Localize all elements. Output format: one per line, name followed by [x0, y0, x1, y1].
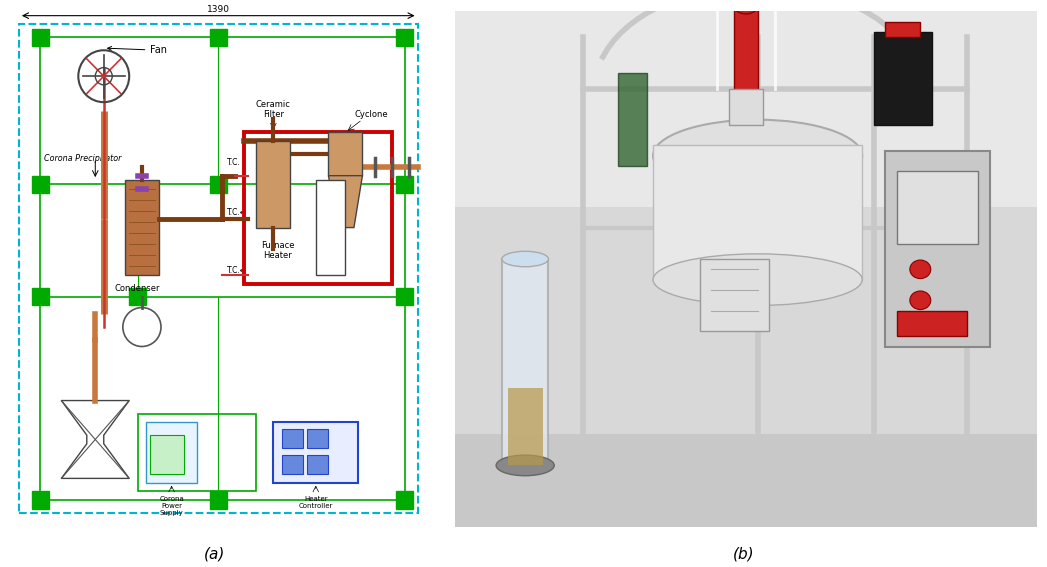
Text: (a): (a): [204, 547, 225, 561]
Bar: [874, 32, 932, 125]
Bar: [886, 22, 920, 37]
Text: T.C.: T.C.: [227, 158, 241, 167]
Bar: [257, 141, 290, 227]
Ellipse shape: [496, 455, 554, 476]
Text: T.C.←: T.C.←: [227, 208, 247, 217]
Text: Corona
Power
Supply: Corona Power Supply: [159, 496, 184, 516]
Bar: [282, 455, 303, 474]
Bar: [147, 422, 197, 483]
Bar: [508, 388, 542, 466]
Bar: [729, 89, 763, 125]
Bar: [31, 492, 48, 509]
Bar: [129, 288, 147, 306]
Bar: [209, 492, 227, 509]
Bar: [151, 435, 184, 474]
Text: 1390: 1390: [206, 5, 229, 14]
Ellipse shape: [653, 120, 863, 192]
Text: T.C.←: T.C.←: [227, 266, 247, 276]
Bar: [209, 29, 227, 46]
Bar: [653, 146, 863, 280]
Bar: [618, 73, 647, 166]
Circle shape: [732, 0, 760, 14]
Bar: [897, 311, 966, 336]
Bar: [316, 180, 346, 275]
Circle shape: [910, 260, 931, 278]
Circle shape: [910, 291, 931, 310]
Bar: [397, 29, 414, 46]
Bar: [125, 180, 159, 275]
Text: Condenser: Condenser: [115, 284, 160, 293]
Bar: [397, 176, 414, 193]
Bar: [886, 151, 990, 347]
Bar: [397, 492, 414, 509]
Bar: [734, 1, 758, 94]
Bar: [31, 288, 48, 306]
Ellipse shape: [653, 254, 863, 306]
Bar: [308, 429, 329, 448]
Ellipse shape: [502, 251, 549, 266]
Text: Corona Precipitator: Corona Precipitator: [44, 154, 121, 163]
Text: Cyclone: Cyclone: [354, 111, 387, 120]
Bar: [273, 422, 358, 483]
Bar: [31, 176, 48, 193]
Bar: [138, 413, 257, 492]
Bar: [308, 455, 329, 474]
Bar: [282, 429, 303, 448]
Text: Fan: Fan: [108, 45, 168, 55]
Bar: [31, 29, 48, 46]
Bar: [699, 259, 770, 331]
Bar: [397, 288, 414, 306]
Bar: [502, 259, 549, 466]
Bar: [244, 133, 392, 284]
Bar: [209, 176, 227, 193]
Text: Furnace
Heater: Furnace Heater: [261, 240, 294, 260]
Text: Heater
Controller: Heater Controller: [298, 496, 333, 509]
Bar: [897, 171, 978, 244]
Bar: [329, 133, 362, 176]
Bar: [455, 11, 1037, 208]
Text: (b): (b): [733, 547, 754, 561]
Bar: [455, 434, 1037, 527]
Text: Ceramic
Filter: Ceramic Filter: [255, 100, 291, 120]
Polygon shape: [329, 176, 362, 227]
